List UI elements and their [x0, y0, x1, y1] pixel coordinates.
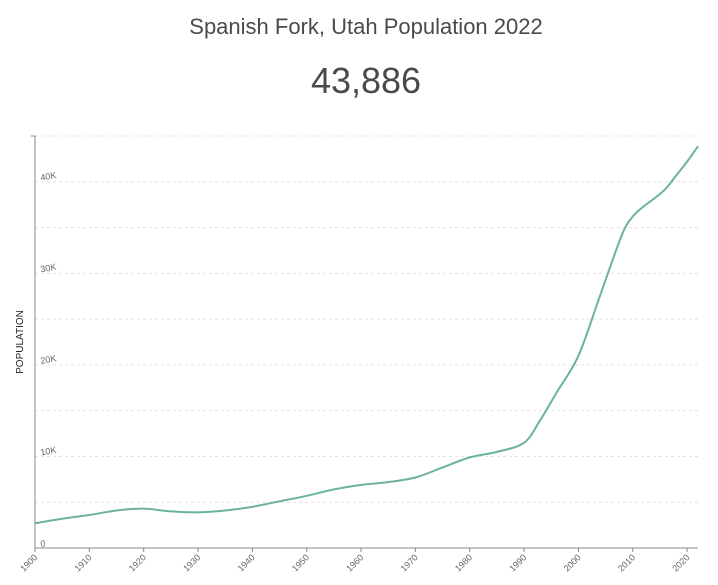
current-population-value: 43,886 [310, 60, 422, 101]
x-tick-label: 1900 [18, 552, 39, 573]
y-tick-labels: 0 10K 20K 30K 40K [40, 170, 58, 549]
chart-title: Spanish Fork, Utah Population 2022 [189, 14, 543, 39]
x-tick-label: 1940 [236, 552, 257, 573]
y-tick-label: 30K [40, 262, 58, 275]
series-layer [34, 145, 699, 525]
x-tick-label: 1910 [73, 552, 94, 573]
y-tick-label: 0 [40, 538, 47, 549]
grid-lines [35, 135, 698, 503]
x-tick-label: 1970 [399, 552, 420, 573]
x-tick-label: 2010 [616, 552, 637, 573]
axes [31, 135, 698, 549]
x-tick-label: 1930 [181, 552, 202, 573]
x-tick-label: 1960 [344, 552, 365, 573]
x-tick-label: 1980 [453, 552, 474, 573]
x-tick-label: 2000 [562, 552, 583, 573]
x-tick-label: 1950 [290, 552, 311, 573]
x-tick-label: 2020 [670, 552, 691, 573]
x-tick-label: 1920 [127, 552, 148, 573]
x-tick-labels: 1900 1910 1920 1930 1940 1950 1960 1970 1980 1990… [18, 548, 692, 574]
y-tick-label: 40K [40, 170, 58, 183]
y-tick-label: 10K [40, 445, 58, 458]
x-tick-label: 1990 [507, 552, 528, 573]
y-axis-title: POPULATION [15, 310, 26, 374]
population-series-line [34, 145, 699, 525]
y-tick-label: 20K [40, 353, 58, 366]
